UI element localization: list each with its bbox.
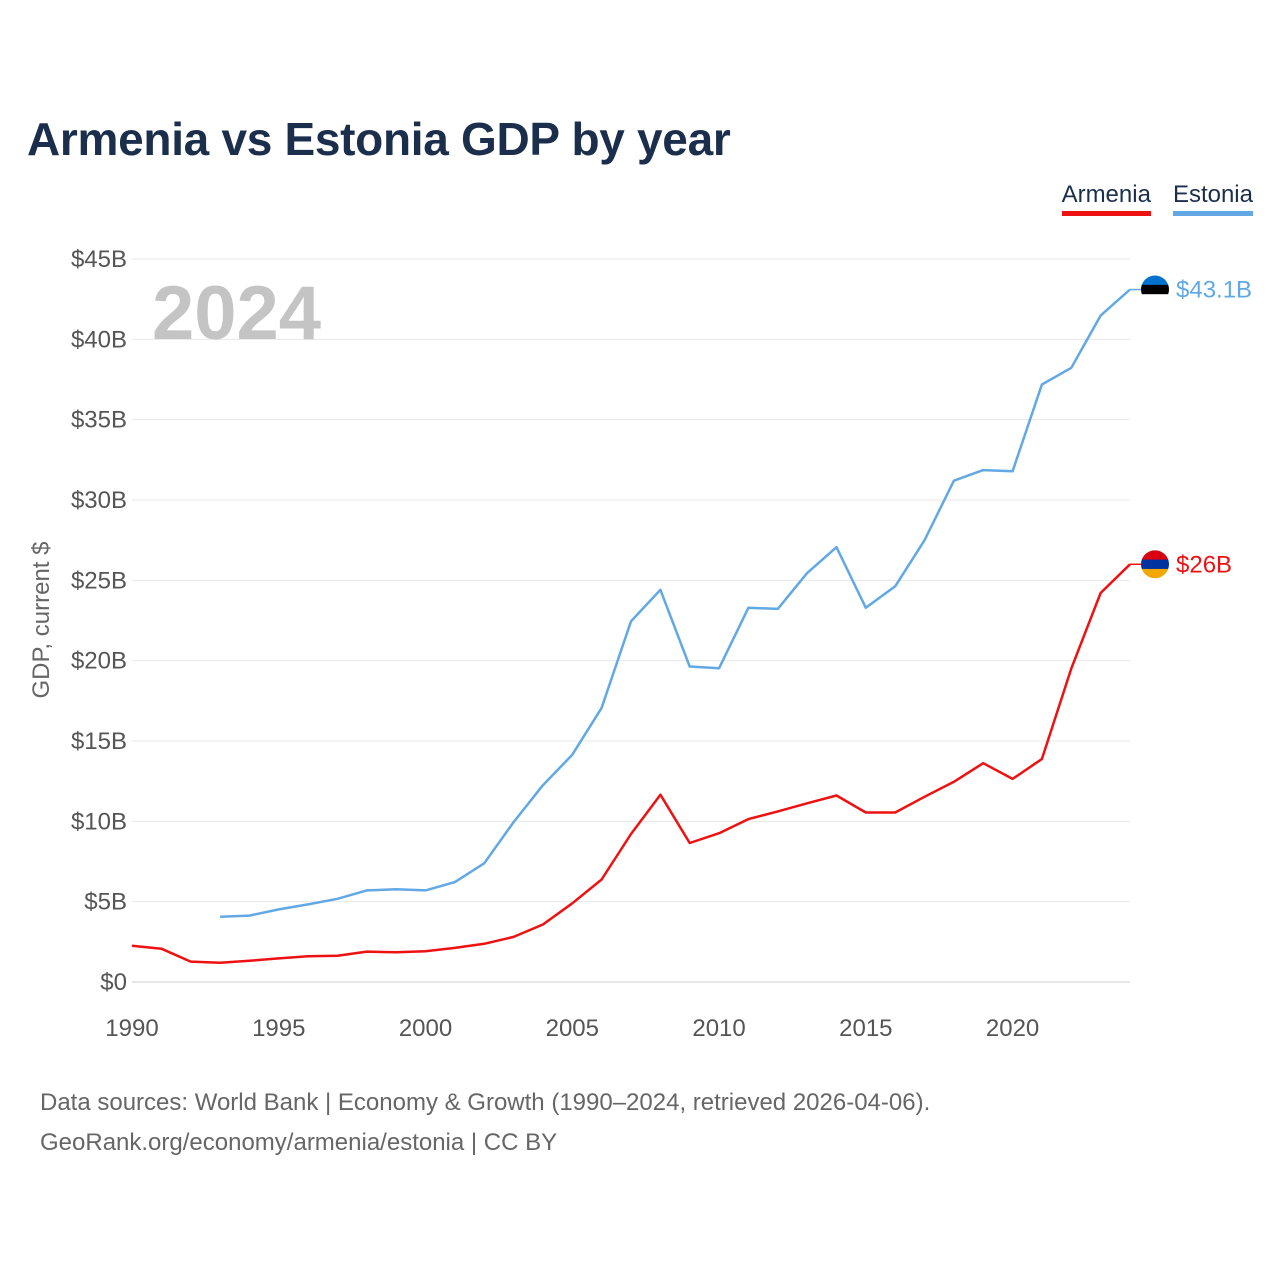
x-tick-label: 2020 <box>986 1015 1039 1042</box>
data-source-note: Data sources: World Bank | Economy & Gro… <box>40 1089 931 1116</box>
y-tick-label: $25B <box>71 567 127 594</box>
flag-stripe <box>1141 284 1169 295</box>
gridlines <box>132 258 1130 983</box>
legend-item-armenia[interactable]: Armenia <box>1061 181 1151 216</box>
y-tick-label: $20B <box>71 648 127 675</box>
end-value-label-armenia: $26B <box>1176 551 1232 578</box>
x-tick-label: 2010 <box>692 1015 745 1042</box>
series-line-armenia <box>131 563 1131 964</box>
series-lines <box>131 288 1131 964</box>
y-tick-label: $40B <box>71 326 127 353</box>
series-line-estonia <box>220 288 1131 919</box>
y-tick-label: $35B <box>71 407 127 434</box>
legend-item-estonia[interactable]: Estonia <box>1172 181 1253 216</box>
source-link[interactable]: GeoRank.org/economy/armenia/estonia | CC… <box>40 1129 558 1156</box>
series-end-markers: $26B $43.1B <box>1130 275 1252 579</box>
y-tick-label: $45B <box>71 246 127 273</box>
year-watermark: 2024 <box>152 271 321 356</box>
x-tick-label: 2000 <box>399 1015 452 1042</box>
flag-stripe <box>1141 275 1169 286</box>
chart-title: Armenia vs Estonia GDP by year <box>27 113 731 165</box>
y-tick-label: $10B <box>71 808 127 835</box>
end-value-label-estonia: $43.1B <box>1176 277 1252 304</box>
y-tick-label: $5B <box>84 889 127 916</box>
flag-stripe <box>1141 568 1169 579</box>
footer: Data sources: World Bank | Economy & Gro… <box>40 1083 930 1163</box>
x-tick-label: 2015 <box>839 1015 892 1042</box>
flag-stripe <box>1141 559 1169 570</box>
flag-armenia <box>1141 550 1169 579</box>
flag-stripe <box>1141 294 1169 304</box>
y-tick-label: $15B <box>71 728 127 755</box>
y-tick-label: $0 <box>100 969 127 996</box>
x-tick-label: 1990 <box>105 1015 158 1042</box>
x-axis-ticks: 1990 1995 2000 2005 2010 2015 2020 <box>105 1015 1039 1042</box>
y-axis-ticks: $0 $5B $10B $15B $20B $25B $30B $35B $40B $45B <box>71 246 127 996</box>
flag-estonia <box>1141 275 1169 304</box>
x-tick-label: 1995 <box>252 1015 305 1042</box>
x-tick-label: 2005 <box>546 1015 599 1042</box>
flag-stripe <box>1141 550 1169 561</box>
legend: Armenia Estonia <box>1061 181 1253 216</box>
y-axis-label: GDP, current $ <box>28 542 55 699</box>
y-tick-label: $30B <box>71 487 127 514</box>
